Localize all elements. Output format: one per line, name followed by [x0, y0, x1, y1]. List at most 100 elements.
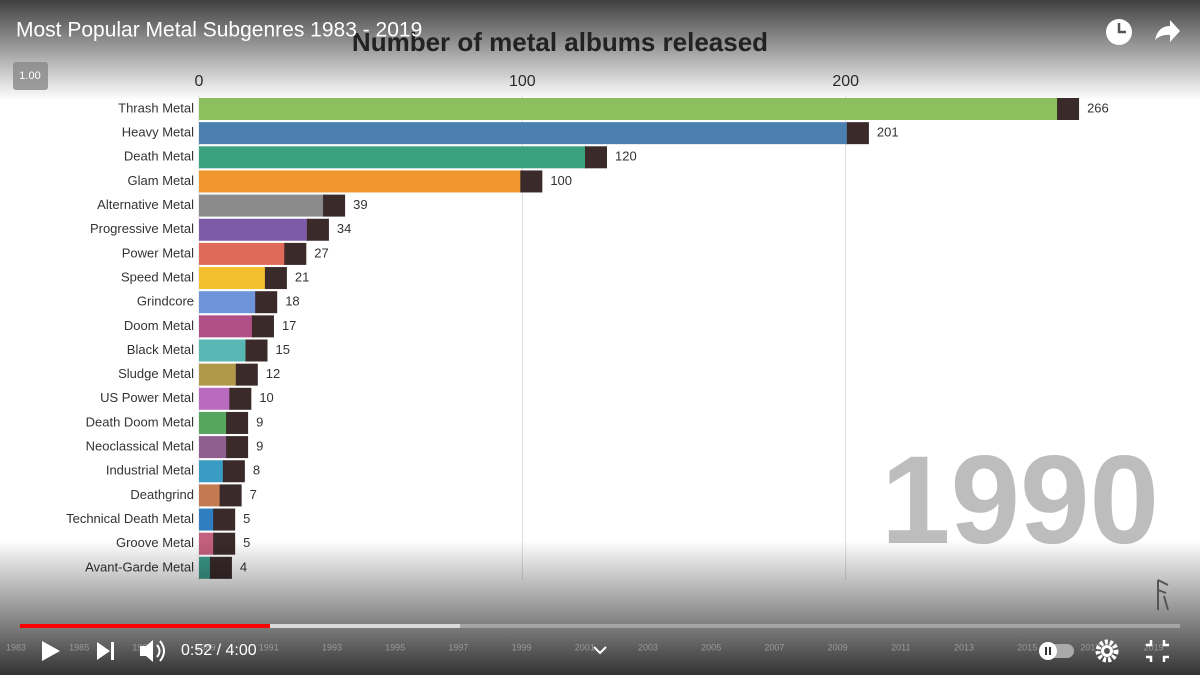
timeline-year: 2019	[1144, 642, 1164, 652]
value-label: 18	[285, 294, 299, 309]
category-label: Thrash Metal	[118, 100, 194, 115]
timeline-year: 2017	[1080, 642, 1100, 652]
watch-later-button[interactable]	[1106, 19, 1132, 45]
value-label: 39	[353, 197, 367, 212]
category-label: Progressive Metal	[90, 221, 194, 236]
bar	[199, 267, 267, 290]
timeline-year: 2009	[828, 642, 848, 652]
category-label: Sludge Metal	[118, 366, 194, 381]
value-label: 21	[295, 269, 309, 284]
value-label: 27	[314, 245, 328, 260]
top-shade	[0, 0, 1200, 100]
timeline-year: 2015	[1017, 642, 1037, 652]
value-label: 5	[243, 511, 250, 526]
value-label: 15	[276, 342, 290, 357]
speed-badge	[13, 62, 48, 90]
category-label: Industrial Metal	[106, 463, 194, 478]
value-label: 266	[1087, 100, 1109, 115]
bar	[199, 460, 225, 483]
value-label: 7	[250, 487, 257, 502]
category-label: Doom Metal	[124, 318, 194, 333]
fullscreen-button[interactable]	[1146, 640, 1169, 662]
bar	[199, 411, 229, 434]
category-label: Deathgrind	[130, 487, 194, 502]
bar	[199, 218, 309, 241]
channel-logo	[1157, 579, 1169, 611]
album-cover	[1057, 98, 1080, 120]
album-cover	[235, 363, 258, 386]
category-label: Neoclassical Metal	[86, 439, 194, 454]
bar	[199, 508, 216, 531]
value-label: 34	[337, 221, 351, 236]
bar	[199, 315, 254, 338]
category-label: Alternative Metal	[97, 197, 194, 212]
timeline-year: 1997	[448, 642, 468, 652]
timeline-year: 2005	[701, 642, 721, 652]
timeline-year: 2011	[891, 642, 910, 652]
timeline-year: 2003	[638, 642, 658, 652]
timeline-year: 1985	[69, 642, 89, 652]
video-title[interactable]: Most Popular Metal Subgenres 1983 - 2019	[16, 19, 422, 42]
chapter-toggle[interactable]	[593, 646, 607, 655]
album-cover	[846, 122, 869, 145]
timeline-year: 1989	[196, 642, 216, 652]
bar	[199, 242, 287, 265]
value-label: 100	[550, 173, 572, 188]
category-label: Power Metal	[122, 245, 194, 260]
album-cover	[323, 194, 346, 217]
timeline-year: 2013	[954, 642, 974, 652]
album-cover	[520, 170, 543, 193]
bar	[199, 339, 248, 362]
bar	[199, 170, 523, 193]
chart-title: Number of metal albums released	[352, 27, 768, 57]
value-label: 8	[253, 463, 260, 478]
category-label: Technical Death Metal	[66, 511, 194, 526]
category-label: Death Metal	[124, 149, 194, 164]
play-button[interactable]	[42, 641, 60, 661]
next-button[interactable]	[97, 642, 114, 660]
timeline-year: 2007	[764, 642, 784, 652]
album-cover	[219, 484, 242, 507]
autoplay-toggle[interactable]	[1039, 642, 1074, 660]
bar	[199, 484, 222, 507]
timeline-year: 1991	[259, 642, 279, 652]
bar	[199, 363, 238, 386]
category-label: Death Doom Metal	[86, 414, 194, 429]
value-label: 10	[259, 390, 273, 405]
bar	[199, 98, 1060, 120]
album-cover	[245, 339, 268, 362]
share-button[interactable]	[1155, 20, 1180, 42]
bar	[199, 194, 326, 217]
category-label: Speed Metal	[121, 269, 194, 284]
album-cover	[255, 291, 278, 314]
bar	[199, 387, 232, 410]
value-label: 12	[266, 366, 280, 381]
bar	[199, 146, 587, 169]
category-label: Black Metal	[127, 342, 194, 357]
album-cover	[213, 508, 236, 531]
album-cover	[264, 267, 287, 290]
album-cover	[284, 242, 307, 265]
category-label: US Power Metal	[100, 390, 194, 405]
timeline-year: 1993	[322, 642, 342, 652]
progress-track[interactable]	[20, 624, 1180, 628]
album-cover	[226, 436, 249, 459]
settings-button[interactable]	[1095, 639, 1119, 663]
timeline-year: 1983	[6, 642, 26, 652]
timeline-year: 2001	[575, 642, 595, 652]
bar	[199, 122, 849, 145]
volume-button[interactable]	[140, 640, 165, 662]
timeline-year: 1995	[385, 642, 405, 652]
category-label: Heavy Metal	[122, 125, 194, 140]
speed-label: 1.00	[19, 70, 40, 82]
album-cover	[229, 387, 252, 410]
album-cover	[306, 218, 329, 241]
value-label: 9	[256, 414, 263, 429]
album-cover	[585, 146, 607, 169]
album-cover	[222, 460, 245, 483]
value-label: 9	[256, 439, 263, 454]
bottom-shade	[0, 540, 1200, 675]
bar	[199, 436, 229, 459]
time-display: 0:52 / 4:00	[181, 642, 257, 659]
